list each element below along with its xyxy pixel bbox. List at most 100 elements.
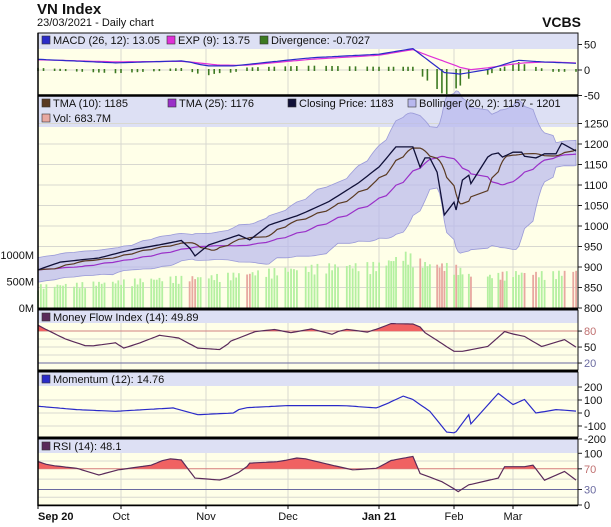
volume-bar	[273, 268, 276, 308]
volume-bar	[316, 263, 319, 308]
divergence-bar	[191, 69, 194, 73]
divergence-bar	[512, 63, 514, 71]
divergence-bar	[290, 66, 292, 71]
divergence-bar	[372, 66, 374, 71]
volume-bar	[161, 281, 164, 308]
volume-bar	[210, 275, 213, 308]
volume-tick-label: 0M	[19, 303, 34, 315]
volume-bar	[64, 283, 67, 308]
legend-swatch	[41, 113, 51, 123]
legend-swatch	[259, 35, 269, 45]
volume-bar	[131, 286, 133, 308]
volume-bar	[117, 280, 120, 308]
volume-bar	[42, 288, 45, 308]
divergence-bar	[540, 68, 543, 71]
divergence-bar	[92, 69, 95, 73]
volume-bar	[540, 271, 543, 308]
volume-bar	[251, 272, 254, 308]
divergence-bar	[313, 65, 316, 71]
legend-label-rsi-panel: RSI (14): 48.1	[53, 441, 121, 453]
volume-bar	[213, 280, 216, 308]
volume-bar	[307, 271, 310, 308]
volume-bar	[429, 264, 431, 308]
volume-bar	[354, 263, 357, 308]
volume-bar	[337, 267, 339, 308]
volume-bar	[78, 288, 81, 308]
divergence-bar	[169, 68, 172, 71]
volume-bar	[419, 258, 422, 308]
volume-bar	[348, 264, 351, 308]
volume-bar	[139, 278, 142, 308]
volume-bar	[191, 276, 194, 308]
rsi-tick-label: 100	[584, 448, 602, 460]
volume-bar	[512, 277, 514, 308]
volume-bar	[304, 266, 307, 308]
volume-bar	[180, 275, 183, 308]
volume-bar	[457, 274, 460, 308]
mfi-panel-legend-band	[38, 310, 578, 323]
volume-bar	[207, 278, 210, 308]
volume-bar	[120, 284, 122, 308]
divergence-bar	[307, 65, 310, 71]
volume-bar	[75, 282, 78, 308]
volume-bar	[438, 267, 441, 308]
volume-bar	[532, 274, 535, 308]
price-tick-label: 1150	[584, 160, 608, 172]
volume-bar	[505, 271, 508, 308]
volume-bar	[84, 288, 87, 308]
volume-bar	[491, 278, 493, 308]
price-tick-label: 1250	[584, 119, 608, 131]
volume-bar	[453, 274, 455, 308]
legend-swatch	[41, 35, 51, 45]
divergence-bar	[348, 66, 351, 71]
volume-bar	[407, 264, 410, 308]
divergence-bar	[64, 69, 67, 72]
volume-bar	[517, 274, 520, 308]
momentum-tick-label: -100	[584, 421, 606, 433]
volume-bar	[287, 271, 289, 308]
volume-bar	[254, 275, 257, 308]
volume-bar	[114, 283, 117, 308]
volume-bar	[172, 282, 175, 308]
volume-bar	[276, 275, 279, 308]
volume-bar	[45, 284, 48, 308]
divergence-bar	[120, 69, 122, 73]
volume-bar	[257, 270, 259, 308]
divergence-bar	[467, 69, 470, 79]
legend-label-macd-panel: MACD (26, 12): 13.05	[53, 35, 160, 47]
mfi-tick-label: 50	[584, 342, 596, 354]
price-tick-label: 900	[584, 262, 602, 274]
volume-bar	[103, 282, 106, 308]
divergence-bar	[552, 69, 554, 72]
x-tick-label: Sep 20	[38, 511, 73, 523]
volume-bar	[328, 263, 331, 308]
price-tick-label: 1050	[584, 201, 608, 213]
volume-bar	[385, 265, 388, 308]
divergence-bar	[235, 69, 237, 72]
divergence-bar	[563, 69, 566, 72]
price-tick-label: 1100	[584, 180, 608, 192]
volume-bar	[325, 273, 328, 308]
volume-bar	[390, 261, 393, 308]
volume-bar	[387, 260, 390, 308]
volume-bar	[467, 273, 470, 308]
volume-bar	[331, 270, 334, 308]
divergence-bar	[158, 69, 161, 72]
volume-bar	[95, 285, 98, 308]
x-tick-label: Mar	[504, 511, 523, 523]
volume-bar	[238, 273, 240, 308]
volume-bar	[100, 283, 103, 308]
divergence-bar	[392, 66, 395, 71]
chart-title: VN Index	[37, 1, 102, 18]
volume-bar	[227, 272, 229, 308]
volume-bar	[426, 266, 429, 308]
volume-bar	[369, 274, 372, 308]
volume-bar	[520, 272, 523, 308]
volume-bar	[486, 276, 489, 308]
volume-bar	[402, 260, 405, 308]
divergence-bar	[98, 69, 100, 73]
volume-bar	[515, 271, 517, 308]
volume-bar	[575, 270, 577, 308]
volume-bar	[345, 266, 348, 308]
